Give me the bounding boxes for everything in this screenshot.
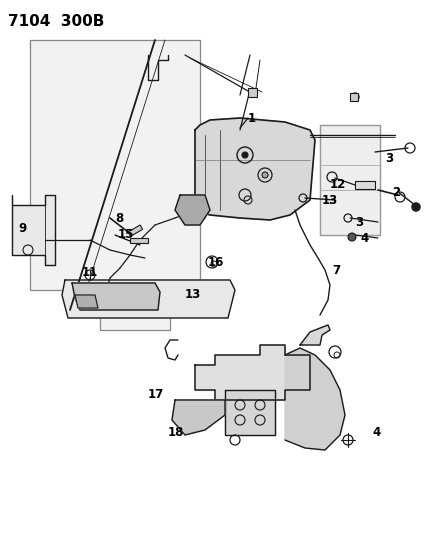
Circle shape (348, 233, 356, 241)
Polygon shape (225, 390, 275, 435)
Bar (350, 93, 358, 101)
Circle shape (242, 152, 248, 158)
Text: 9: 9 (18, 222, 26, 235)
Text: 8: 8 (115, 212, 123, 224)
Polygon shape (62, 280, 235, 318)
Bar (355, 181, 375, 189)
Text: 18: 18 (168, 425, 184, 439)
Text: 13: 13 (185, 288, 201, 302)
Bar (128, 225, 143, 236)
Polygon shape (285, 348, 345, 450)
Polygon shape (175, 195, 210, 225)
Text: 11: 11 (82, 265, 98, 279)
Bar (130, 238, 148, 243)
Polygon shape (172, 400, 225, 435)
Text: 17: 17 (148, 389, 164, 401)
Text: 1: 1 (248, 111, 256, 125)
Text: 7: 7 (332, 263, 340, 277)
Bar (248, 88, 257, 97)
Text: 13: 13 (322, 193, 338, 206)
Polygon shape (320, 125, 380, 235)
Polygon shape (30, 40, 200, 330)
Polygon shape (75, 295, 98, 308)
Text: 15: 15 (118, 228, 134, 240)
Text: 16: 16 (208, 255, 224, 269)
Circle shape (412, 203, 420, 211)
Text: 4: 4 (372, 425, 380, 439)
Polygon shape (195, 345, 310, 400)
Polygon shape (12, 195, 55, 265)
Text: 6: 6 (182, 196, 190, 208)
Text: 7104  300B: 7104 300B (8, 14, 104, 29)
Text: 4: 4 (360, 231, 368, 245)
Text: 2: 2 (392, 185, 400, 198)
Text: 3: 3 (385, 151, 393, 165)
Text: 3: 3 (355, 215, 363, 229)
Polygon shape (300, 325, 330, 345)
Text: 12: 12 (330, 179, 346, 191)
Circle shape (262, 172, 268, 178)
Polygon shape (195, 118, 315, 220)
Polygon shape (72, 283, 160, 310)
